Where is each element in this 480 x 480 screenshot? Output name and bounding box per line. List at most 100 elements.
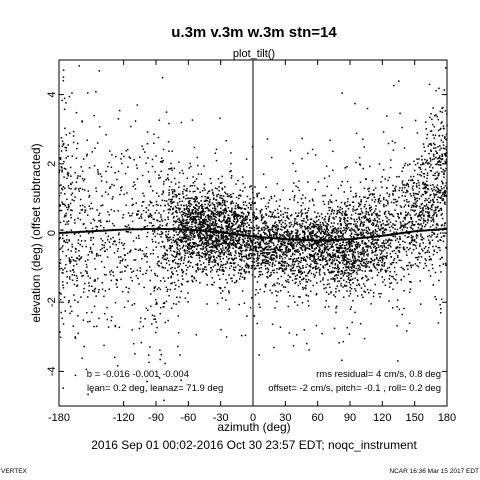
scatter-point	[89, 248, 92, 250]
scatter-point	[190, 212, 193, 214]
scatter-point	[170, 241, 173, 244]
scatter-point	[330, 291, 332, 294]
scatter-point	[280, 210, 282, 212]
scatter-point	[192, 238, 194, 240]
scatter-point	[80, 166, 82, 168]
scatter-point	[244, 217, 246, 220]
scatter-point	[244, 272, 247, 274]
scatter-point	[341, 214, 344, 216]
scatter-point	[313, 261, 316, 264]
scatter-point	[378, 197, 381, 200]
scatter-point	[228, 253, 231, 256]
scatter-point	[145, 272, 147, 275]
scatter-point	[352, 269, 355, 272]
scatter-point	[284, 247, 287, 249]
scatter-point	[107, 211, 109, 213]
scatter-point	[266, 277, 269, 279]
scatter-point	[230, 196, 232, 199]
scatter-point	[76, 284, 79, 286]
scatter-point	[310, 244, 313, 247]
scatter-point	[355, 267, 357, 270]
scatter-point	[213, 281, 215, 284]
scatter-point	[332, 227, 335, 230]
scatter-point	[308, 200, 311, 202]
scatter-point	[338, 247, 341, 250]
scatter-point	[111, 183, 113, 186]
scatter-point	[160, 262, 163, 264]
scatter-point	[230, 195, 233, 198]
scatter-point	[240, 231, 242, 233]
scatter-point	[349, 283, 352, 286]
scatter-point	[344, 211, 347, 213]
scatter-point	[192, 233, 195, 235]
scatter-point	[188, 221, 190, 223]
scatter-point	[266, 245, 268, 248]
scatter-point	[391, 250, 394, 253]
scatter-point	[230, 227, 233, 229]
scatter-point	[231, 231, 234, 233]
scatter-point	[83, 189, 86, 191]
scatter-point	[341, 180, 343, 183]
scatter-point	[308, 207, 310, 210]
scatter-point	[75, 263, 78, 266]
scatter-point	[352, 205, 355, 208]
scatter-point	[289, 243, 291, 245]
scatter-point	[199, 255, 201, 257]
scatter-point	[252, 232, 255, 235]
scatter-point	[245, 225, 248, 228]
scatter-point	[379, 194, 381, 197]
scatter-point	[78, 259, 80, 261]
scatter-point	[297, 269, 300, 272]
scatter-point	[142, 192, 144, 195]
scatter-point	[99, 254, 102, 257]
scatter-point	[59, 262, 62, 264]
scatter-point	[338, 280, 341, 282]
scatter-point	[206, 237, 209, 239]
scatter-point	[320, 230, 323, 232]
scatter-point	[148, 180, 150, 183]
scatter-point	[61, 271, 63, 274]
scatter-point	[108, 161, 110, 164]
scatter-point	[74, 337, 77, 340]
scatter-point	[216, 262, 219, 265]
scatter-point	[378, 218, 381, 220]
scatter-point	[361, 277, 363, 280]
scatter-point	[209, 177, 212, 180]
scatter-point	[206, 196, 209, 199]
scatter-point	[164, 321, 166, 324]
scatter-point	[227, 258, 230, 261]
scatter-point	[141, 258, 143, 260]
scatter-point	[260, 198, 263, 200]
scatter-point	[273, 346, 275, 349]
scatter-point	[131, 197, 133, 200]
scatter-point	[207, 208, 209, 210]
scatter-point	[361, 269, 364, 272]
scatter-point	[215, 225, 218, 227]
scatter-point	[199, 260, 201, 262]
scatter-point	[326, 283, 329, 286]
scatter-point	[162, 159, 164, 162]
scatter-point	[226, 282, 228, 284]
scatter-point	[246, 258, 249, 260]
scatter-point	[181, 275, 183, 277]
scatter-point	[207, 218, 210, 220]
scatter-point	[299, 243, 301, 246]
scatter-point	[342, 234, 344, 236]
scatter-point	[343, 191, 346, 193]
scatter-point	[303, 234, 306, 236]
scatter-point	[291, 190, 294, 192]
scatter-point	[187, 222, 190, 224]
scatter-point	[128, 287, 130, 290]
scatter-point	[271, 241, 273, 244]
scatter-point	[87, 259, 89, 261]
scatter-point	[109, 271, 111, 273]
scatter-point	[346, 260, 348, 263]
scatter-point	[90, 239, 92, 241]
scatter-point	[290, 223, 293, 226]
scatter-point	[64, 204, 66, 207]
scatter-point	[351, 321, 353, 324]
scatter-point	[303, 244, 305, 246]
scatter-point	[265, 241, 268, 244]
scatter-point	[133, 181, 135, 183]
